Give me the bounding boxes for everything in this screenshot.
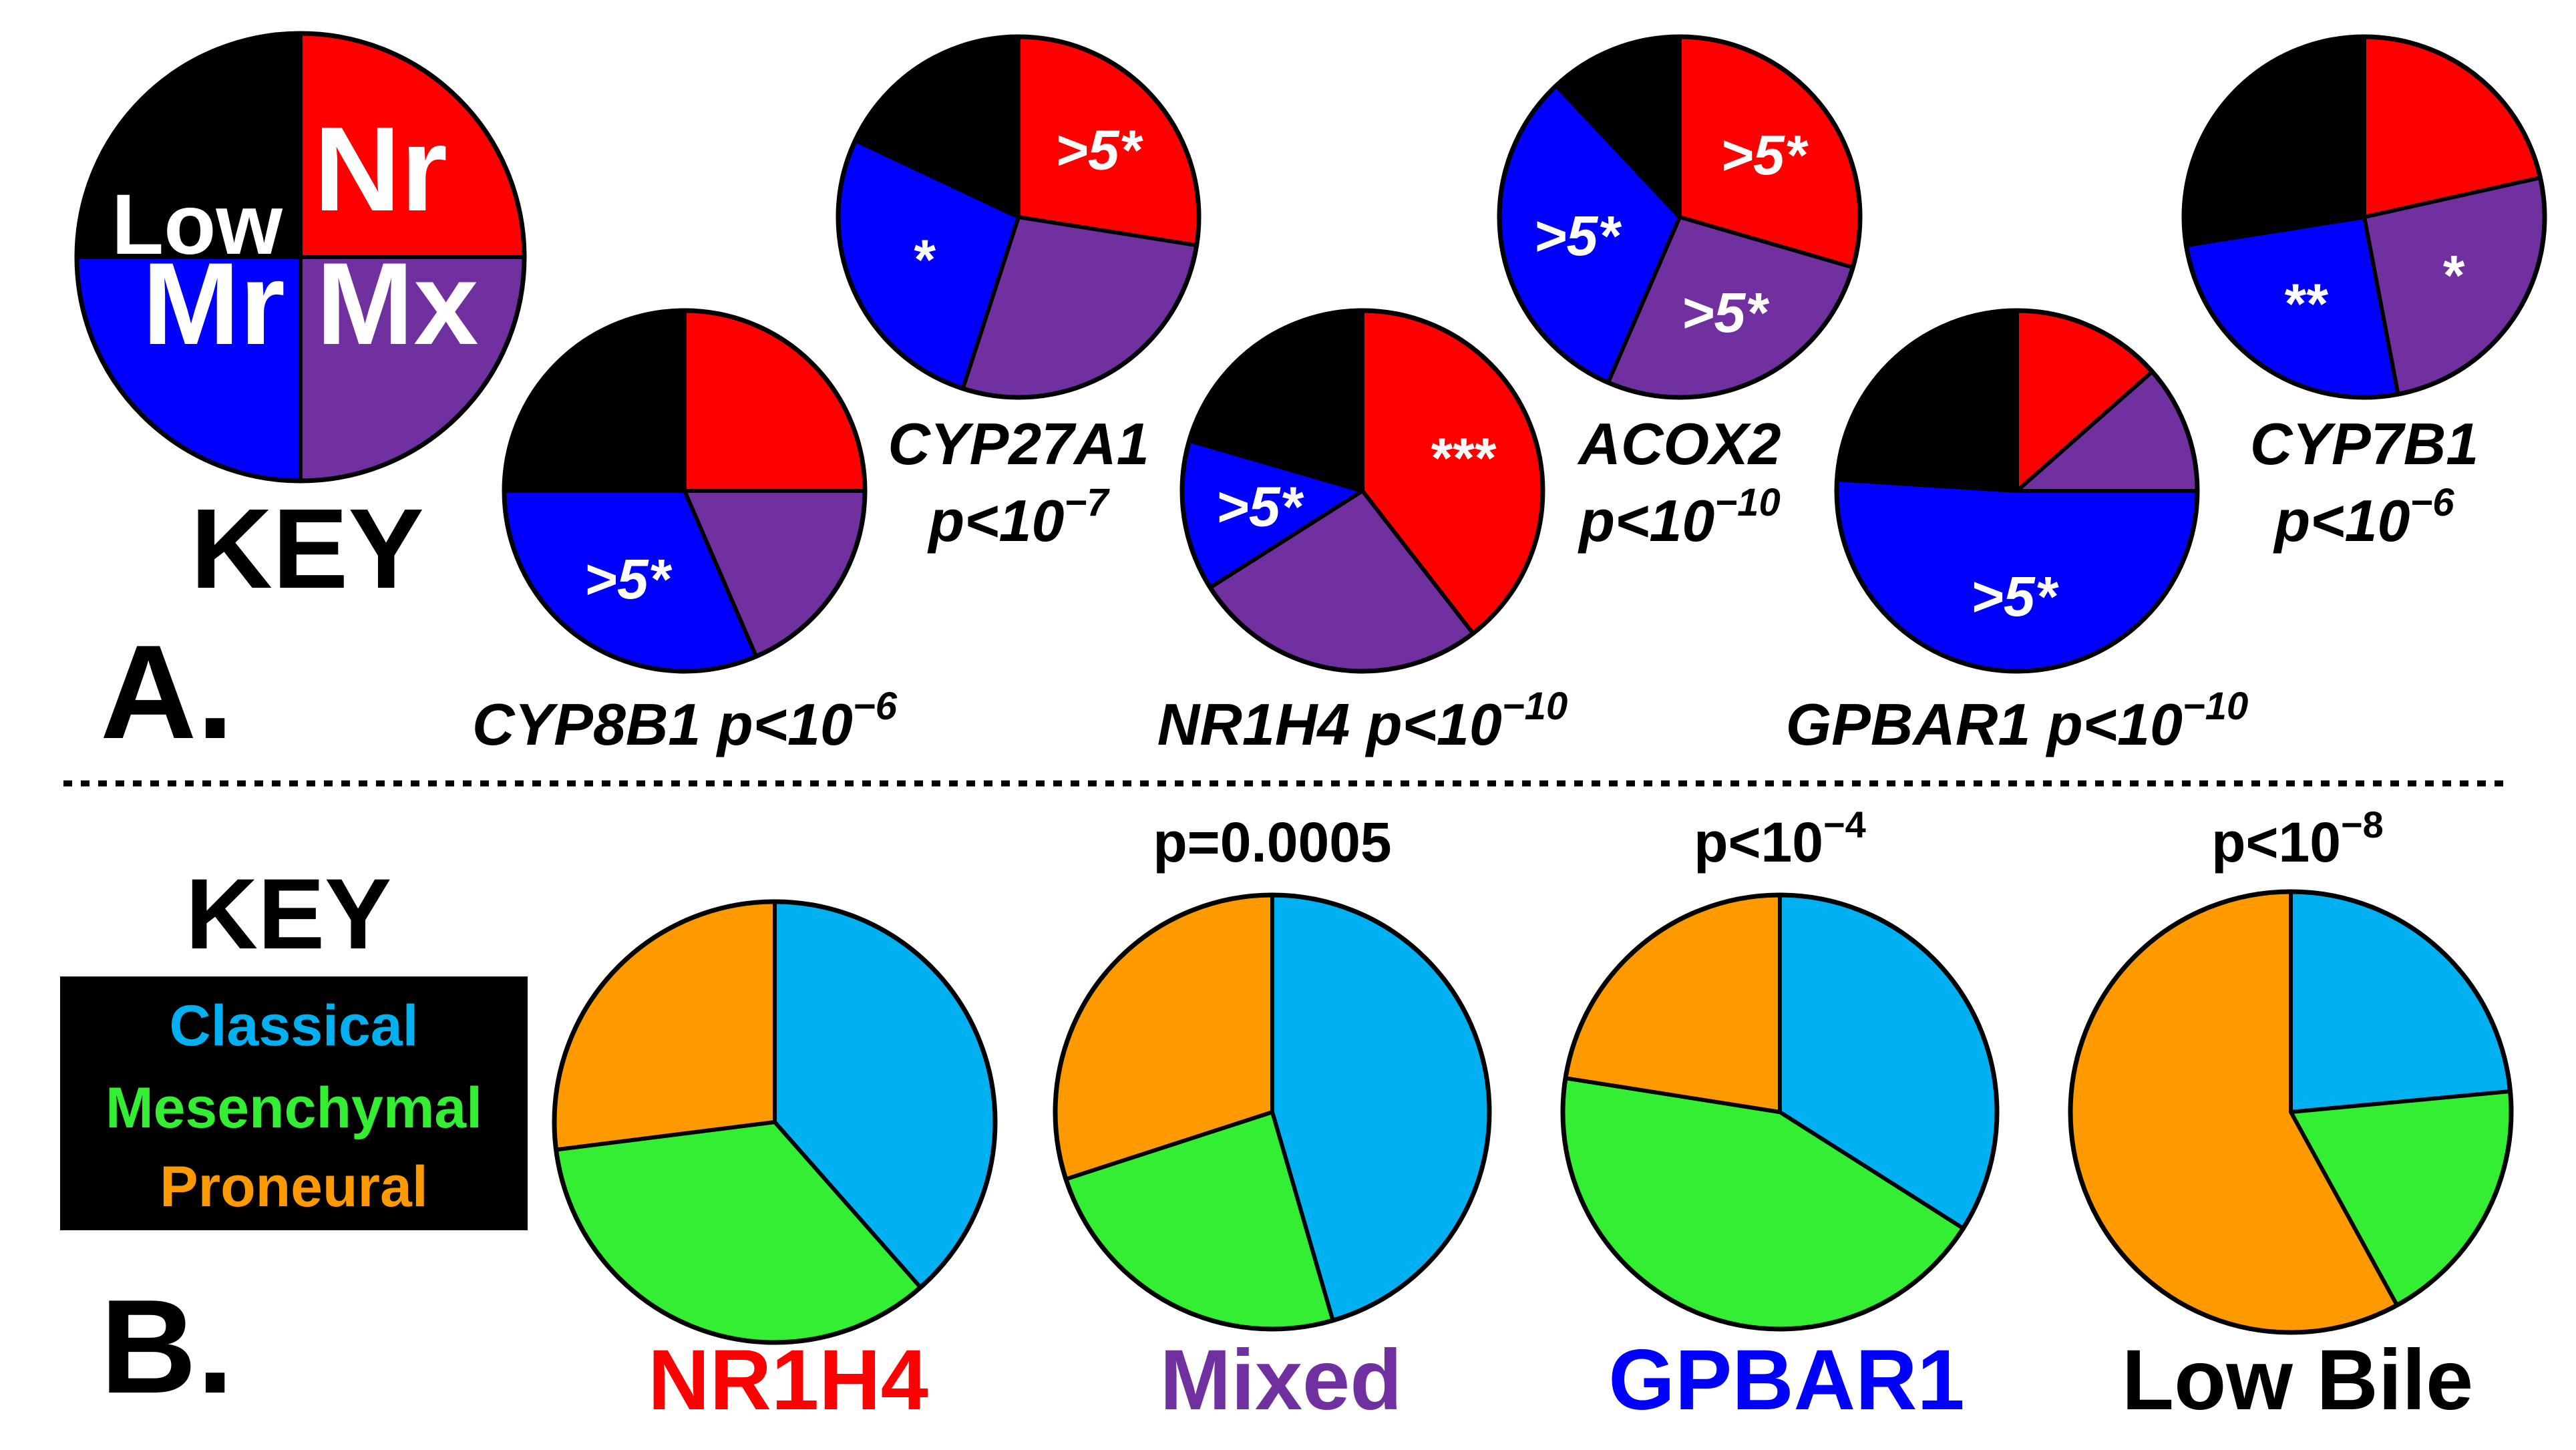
pvalue-exponent: −10 — [1714, 481, 1780, 524]
title-cyp8b1: CYP8B1 p<10−6 — [472, 685, 898, 757]
pie-annotation: >5* — [1055, 119, 1143, 182]
pvalue-prefix: p<10 — [1694, 811, 1823, 874]
pvalue-exponent: −7 — [1064, 481, 1110, 524]
pie-outline — [502, 308, 868, 674]
pie-outline — [1497, 34, 1863, 400]
key-segment-label-mx: Mx — [316, 239, 478, 369]
pvalue-low-bile: p<10−8 — [2211, 803, 2384, 874]
pvalue-exponent: −6 — [853, 685, 898, 728]
title-nr1h4: NR1H4 p<10−10 — [1157, 685, 1568, 757]
pie-slice-low — [502, 309, 687, 493]
pie-slice-nr — [683, 309, 867, 493]
key-segment-label-low: Low — [112, 177, 283, 273]
pvalue-prefix: p<10 — [1365, 691, 1502, 757]
pie-annotation: *** — [1429, 427, 1496, 490]
title-gpbar1: GPBAR1 p<10−10 — [1786, 685, 2249, 757]
pvalue-prefix: p=0.0005 — [1153, 811, 1391, 874]
pie-outline — [2068, 889, 2514, 1335]
pie-subtype-low-bile — [2068, 889, 2514, 1335]
pie-outline — [836, 34, 1202, 400]
pie-slice-low — [2182, 35, 2366, 248]
pie-annotation: >5* — [584, 548, 673, 610]
group-title-nr1h4: NR1H4 — [648, 1332, 928, 1428]
title-cyp27a1: CYP27A1 — [888, 411, 1149, 477]
group-title-mixed: Mixed — [1160, 1332, 1403, 1428]
pie-outline — [2181, 34, 2547, 400]
pie-annotation: >5* — [1971, 565, 2059, 628]
pie-cyp8b1: >5* — [502, 308, 868, 674]
pie-annotation: >5* — [1216, 475, 1304, 538]
pvalue-prefix: p<10 — [2273, 488, 2410, 554]
pie-gpbar1: >5* — [1834, 308, 2200, 674]
pie-outline — [1560, 892, 2000, 1332]
pie-slice-proneural — [552, 900, 777, 1152]
pvalue-exponent: −10 — [1502, 685, 1568, 728]
pvalue-prefix: p<10 — [927, 488, 1064, 554]
pie-slice-low — [1835, 309, 2019, 493]
pie-annotation: ** — [2282, 272, 2328, 335]
pie-subtype-gpbar1 — [1560, 892, 2000, 1332]
pie-outline — [74, 31, 527, 484]
group-title-gpbar1: GPBAR1 — [1608, 1332, 1964, 1428]
title-nr1h4-name: NR1H4 — [1157, 691, 1350, 757]
panel-b-key-title: KEY — [186, 858, 391, 970]
pie-subtype-nr1h4 — [552, 899, 998, 1345]
title-acox2: ACOX2 — [1577, 411, 1781, 477]
pvalue-exponent: −8 — [2341, 803, 2384, 846]
pvalue-prefix: p<10 — [2046, 691, 2183, 757]
pie-cyp27a1: >5* * — [836, 34, 1202, 400]
pvalue-mixed: p=0.0005 — [1153, 811, 1391, 874]
key-segment-label-mr: Mr — [142, 239, 285, 369]
pvalue-prefix: p<10 — [1578, 488, 1714, 554]
pie-acox2: >5* >5* >5* — [1497, 34, 1863, 400]
legend-classical: Classical — [170, 994, 419, 1058]
pvalue-prefix: p<10 — [716, 691, 853, 757]
panel-a-key-title: KEY — [190, 486, 424, 612]
pie-slice-classical — [2289, 890, 2513, 1114]
pie-outline — [552, 899, 998, 1345]
pvalue-cyp7b1: p<10−6 — [2273, 481, 2454, 554]
title-cyp8b1-name: CYP8B1 — [472, 691, 701, 757]
pie-nr1h4: *** >5* — [1179, 308, 1545, 674]
panel-b-label: B. — [100, 1272, 234, 1421]
pie-outline — [1053, 892, 1492, 1332]
panel-a-label: A. — [100, 618, 234, 767]
group-title-low-bile: Low Bile — [2122, 1332, 2473, 1428]
key-segment-label-nr: Nr — [314, 102, 447, 236]
legend-proneural: Proneural — [160, 1155, 427, 1219]
pie-annotation: >5* — [1533, 204, 1622, 267]
pie-annotation: * — [2441, 244, 2465, 307]
legend-mesenchymal: Mesenchymal — [106, 1076, 482, 1140]
pie-annotation: >5* — [1720, 124, 1809, 186]
pie-outline — [1179, 308, 1545, 674]
title-gpbar1-name: GPBAR1 — [1786, 691, 2031, 757]
pie-annotation: * — [912, 228, 936, 291]
pvalue-gpbar1-subtype: p<10−4 — [1694, 803, 1866, 874]
pie-subtype-mixed — [1053, 892, 1492, 1332]
pvalue-prefix: p<10 — [2211, 811, 2341, 874]
pie-slice-proneural — [1563, 893, 1782, 1114]
pie-outline — [1834, 308, 2200, 674]
pvalue-exponent: −4 — [1823, 803, 1866, 846]
pvalue-exponent: −10 — [2183, 685, 2248, 728]
pie-annotation: >5* — [1681, 281, 1769, 344]
pvalue-cyp27a1: p<10−7 — [927, 481, 1110, 554]
pvalue-acox2: p<10−10 — [1578, 481, 1780, 554]
pie-cyp7b1: *** — [2181, 34, 2547, 400]
pvalue-exponent: −6 — [2410, 481, 2454, 524]
panel-b-key-box — [60, 976, 528, 1230]
title-cyp7b1: CYP7B1 — [2250, 411, 2478, 477]
